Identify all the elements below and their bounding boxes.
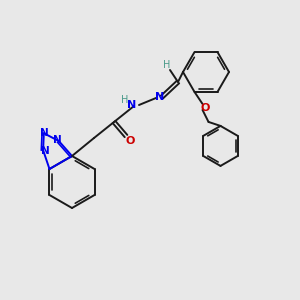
Text: O: O [201, 103, 210, 113]
Text: N: N [53, 135, 62, 145]
Text: N: N [40, 128, 49, 138]
Text: N: N [155, 92, 165, 102]
Text: N: N [128, 100, 136, 110]
Text: H: H [121, 95, 129, 105]
Text: N: N [41, 146, 50, 156]
Text: H: H [163, 60, 171, 70]
Text: O: O [125, 136, 135, 146]
